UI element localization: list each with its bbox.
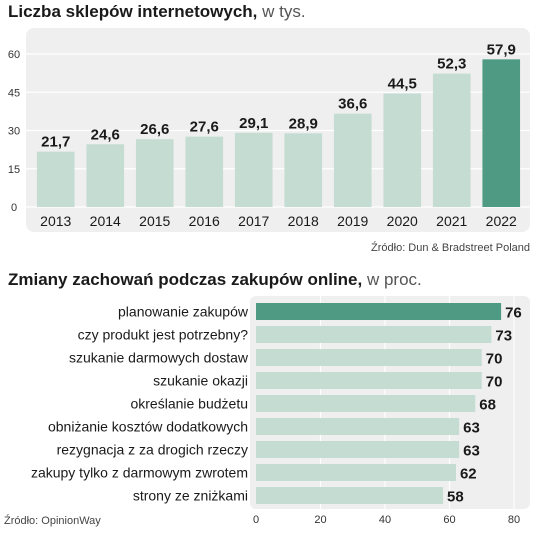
chart2-category-label: szukanie darmowych dostaw <box>69 350 249 366</box>
chart1-x-tick: 2013 <box>40 213 71 229</box>
chart1-bar <box>482 59 521 208</box>
chart2-x-tick: 0 <box>253 514 259 526</box>
chart2-category-label: szukanie okazji <box>153 373 248 389</box>
chart1-x-tick: 2020 <box>387 213 418 229</box>
chart1-x-tick: 2019 <box>337 213 368 229</box>
chart2-bar <box>256 349 482 366</box>
chart2-unit: w proc. <box>366 270 422 289</box>
chart1-bar <box>383 93 422 207</box>
chart1-x-tick: 2015 <box>139 213 170 229</box>
chart2-bar <box>256 372 482 389</box>
chart1-x-tick: 2021 <box>436 213 467 229</box>
chart2-x-tick: 40 <box>379 514 391 526</box>
chart2-category-label: zakupy tylko z darmowym zwrotem <box>31 465 248 481</box>
chart1-value-label: 21,7 <box>41 134 70 151</box>
chart2-bar <box>256 487 444 504</box>
chart2-bar <box>256 441 460 458</box>
chart2-category-label: czy produkt jest potrzebny? <box>78 327 249 343</box>
chart2-source: Źródło: OpinionWay <box>4 515 101 527</box>
chart1-y-tick: 15 <box>8 164 20 176</box>
chart2-value-label: 63 <box>463 420 480 437</box>
chart2-category-label: strony ze zniżkami <box>133 488 248 504</box>
chart2-title-block: Zmiany zachowań podczas zakupów online, … <box>8 270 422 290</box>
chart2-title: Zmiany zachowań podczas zakupów online, <box>8 270 363 289</box>
chart1-value-label: 26,6 <box>140 121 169 138</box>
chart1-y-tick: 0 <box>11 202 17 214</box>
chart1-bar <box>284 133 323 207</box>
chart1-y-tick: 30 <box>8 126 20 138</box>
chart1-value-label: 57,9 <box>487 41 516 58</box>
chart1-value-label: 52,3 <box>437 56 466 73</box>
chart2-x-tick: 60 <box>443 514 455 526</box>
chart1-x-tick: 2018 <box>288 213 319 229</box>
chart2-value-label: 62 <box>460 466 477 483</box>
chart1-value-label: 44,5 <box>388 76 417 93</box>
chart2-category-label: rezygnacja z za drogich rzeczy <box>57 442 248 458</box>
chart1-bar <box>432 73 471 207</box>
chart2-bar <box>256 395 476 412</box>
shops-bar-chart: 0 15 30 45 60 21,7 2013 24,6 2014 26,6 2015 27,6 201… <box>8 28 530 232</box>
chart1-title: Liczba sklepów internetowych, <box>8 2 258 21</box>
chart1-source: Źródło: Dun & Bradstreet Poland <box>371 242 530 254</box>
chart2-category-label: obniżanie kosztów dodatkowych <box>48 419 248 435</box>
chart1-bar <box>234 132 273 207</box>
chart1-title-block: Liczba sklepów internetowych, w tys. <box>8 2 306 22</box>
chart2-value-label: 68 <box>479 397 496 414</box>
chart1-value-label: 27,6 <box>190 119 219 136</box>
chart1-value-label: 28,9 <box>289 115 318 132</box>
chart1-x-tick: 2016 <box>189 213 220 229</box>
chart2-bar <box>256 464 456 481</box>
chart2-value-label: 63 <box>463 443 480 460</box>
chart2-bar <box>256 326 492 343</box>
chart1-y-tick: 60 <box>8 49 20 61</box>
chart2-x-tick: 80 <box>508 514 520 526</box>
chart1-value-label: 24,6 <box>91 126 120 143</box>
chart2-category-label: planowanie zakupów <box>118 304 249 320</box>
chart1-x-tick: 2017 <box>238 213 269 229</box>
chart2-value-label: 73 <box>495 328 512 345</box>
chart1-value-label: 36,6 <box>338 96 367 113</box>
chart1-unit: w tys. <box>262 2 306 21</box>
chart1-bar <box>36 151 75 207</box>
chart2-value-label: 70 <box>486 374 503 391</box>
chart2-category-label: określanie budżetu <box>130 396 248 412</box>
chart1-x-tick: 2022 <box>486 213 517 229</box>
chart2-bar <box>256 418 460 435</box>
chart2-value-label: 58 <box>447 489 464 506</box>
chart2-bar <box>256 303 502 320</box>
chart1-bar <box>185 136 224 207</box>
chart1-bar <box>135 139 174 207</box>
chart1-bar <box>86 144 125 207</box>
chart2-value-label: 76 <box>505 305 522 322</box>
chart1-bar <box>333 113 372 207</box>
chart1-x-tick: 2014 <box>90 213 121 229</box>
chart2-value-label: 70 <box>486 351 503 368</box>
chart1-value-label: 29,1 <box>239 115 268 132</box>
chart2-x-tick: 20 <box>314 514 326 526</box>
chart1-y-tick: 45 <box>8 87 20 99</box>
